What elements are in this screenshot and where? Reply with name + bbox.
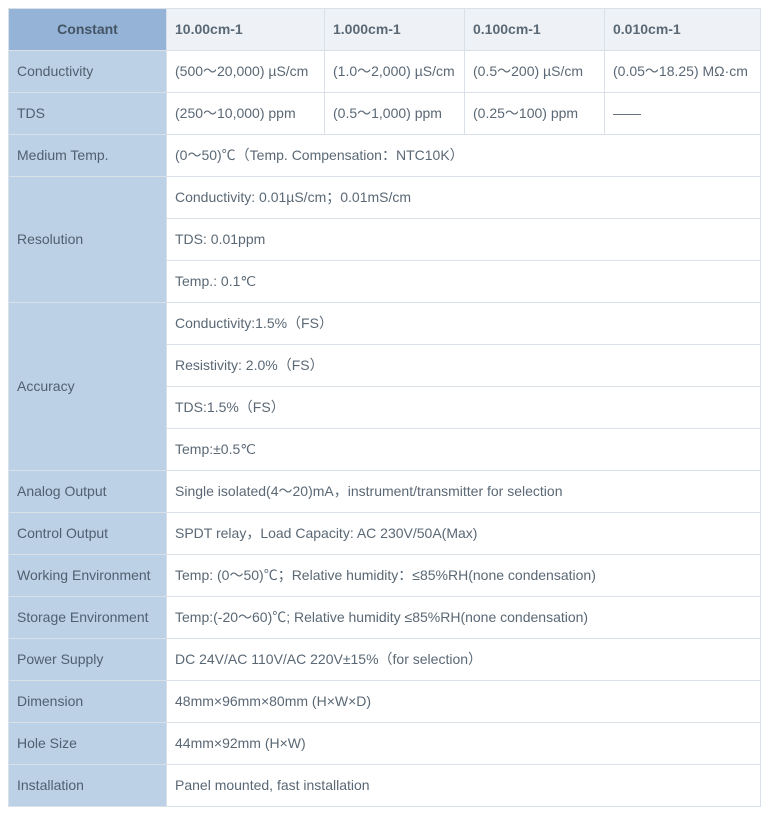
conductivity-c3: (0.5～200) µS/cm	[465, 51, 605, 93]
storage-env-val: Temp:(-20～60)℃; Relative humidity ≤85%RH…	[167, 597, 761, 639]
header-row: Constant 10.00cm-1 1.000cm-1 0.100cm-1 0…	[9, 9, 761, 51]
row-medium-temp: Medium Temp. (0～50)℃（Temp. Compensation：…	[9, 135, 761, 177]
analog-output-val: Single isolated(4～20)mA，instrument/trans…	[167, 471, 761, 513]
row-working-env: Working Environment Temp: (0～50)℃；Relati…	[9, 555, 761, 597]
accuracy-l3: TDS:1.5%（FS）	[167, 387, 761, 429]
working-env-val: Temp: (0～50)℃；Relative humidity：≤85%RH(n…	[167, 555, 761, 597]
label-control-output: Control Output	[9, 513, 167, 555]
label-medium-temp: Medium Temp.	[9, 135, 167, 177]
row-conductivity: Conductivity (500～20,000) µS/cm (1.0～2,0…	[9, 51, 761, 93]
installation-val: Panel mounted, fast installation	[167, 765, 761, 807]
power-supply-val: DC 24V/AC 110V/AC 220V±15%（for selection…	[167, 639, 761, 681]
row-resolution-1: Resolution Conductivity: 0.01µS/cm；0.01m…	[9, 177, 761, 219]
tds-c2: (0.5～1,000) ppm	[325, 93, 465, 135]
row-installation: Installation Panel mounted, fast install…	[9, 765, 761, 807]
tds-c4: ——	[605, 93, 761, 135]
header-col-1: 10.00cm-1	[167, 9, 325, 51]
label-power-supply: Power Supply	[9, 639, 167, 681]
header-col-3: 0.100cm-1	[465, 9, 605, 51]
header-col-4: 0.010cm-1	[605, 9, 761, 51]
label-storage-env: Storage Environment	[9, 597, 167, 639]
label-analog-output: Analog Output	[9, 471, 167, 513]
label-accuracy: Accuracy	[9, 303, 167, 471]
tds-c3: (0.25～100) ppm	[465, 93, 605, 135]
label-resolution: Resolution	[9, 177, 167, 303]
control-output-val: SPDT relay，Load Capacity: AC 230V/50A(Ma…	[167, 513, 761, 555]
label-hole-size: Hole Size	[9, 723, 167, 765]
conductivity-c2: (1.0～2,000) µS/cm	[325, 51, 465, 93]
row-analog-output: Analog Output Single isolated(4～20)mA，in…	[9, 471, 761, 513]
accuracy-l1: Conductivity:1.5%（FS）	[167, 303, 761, 345]
header-constant: Constant	[9, 9, 167, 51]
label-conductivity: Conductivity	[9, 51, 167, 93]
row-control-output: Control Output SPDT relay，Load Capacity:…	[9, 513, 761, 555]
medium-temp-val: (0～50)℃（Temp. Compensation：NTC10K）	[167, 135, 761, 177]
label-tds: TDS	[9, 93, 167, 135]
spec-table: Constant 10.00cm-1 1.000cm-1 0.100cm-1 0…	[8, 8, 761, 807]
hole-size-val: 44mm×92mm (H×W)	[167, 723, 761, 765]
label-dimension: Dimension	[9, 681, 167, 723]
accuracy-l2: Resistivity: 2.0%（FS）	[167, 345, 761, 387]
row-accuracy-1: Accuracy Conductivity:1.5%（FS）	[9, 303, 761, 345]
label-installation: Installation	[9, 765, 167, 807]
row-hole-size: Hole Size 44mm×92mm (H×W)	[9, 723, 761, 765]
tds-c1: (250～10,000) ppm	[167, 93, 325, 135]
dimension-val: 48mm×96mm×80mm (H×W×D)	[167, 681, 761, 723]
header-col-2: 1.000cm-1	[325, 9, 465, 51]
row-power-supply: Power Supply DC 24V/AC 110V/AC 220V±15%（…	[9, 639, 761, 681]
resolution-l2: TDS: 0.01ppm	[167, 219, 761, 261]
conductivity-c1: (500～20,000) µS/cm	[167, 51, 325, 93]
label-working-env: Working Environment	[9, 555, 167, 597]
accuracy-l4: Temp:±0.5℃	[167, 429, 761, 471]
row-tds: TDS (250～10,000) ppm (0.5～1,000) ppm (0.…	[9, 93, 761, 135]
resolution-l1: Conductivity: 0.01µS/cm；0.01mS/cm	[167, 177, 761, 219]
row-dimension: Dimension 48mm×96mm×80mm (H×W×D)	[9, 681, 761, 723]
row-storage-env: Storage Environment Temp:(-20～60)℃; Rela…	[9, 597, 761, 639]
conductivity-c4: (0.05～18.25) MΩ·cm	[605, 51, 761, 93]
resolution-l3: Temp.: 0.1℃	[167, 261, 761, 303]
